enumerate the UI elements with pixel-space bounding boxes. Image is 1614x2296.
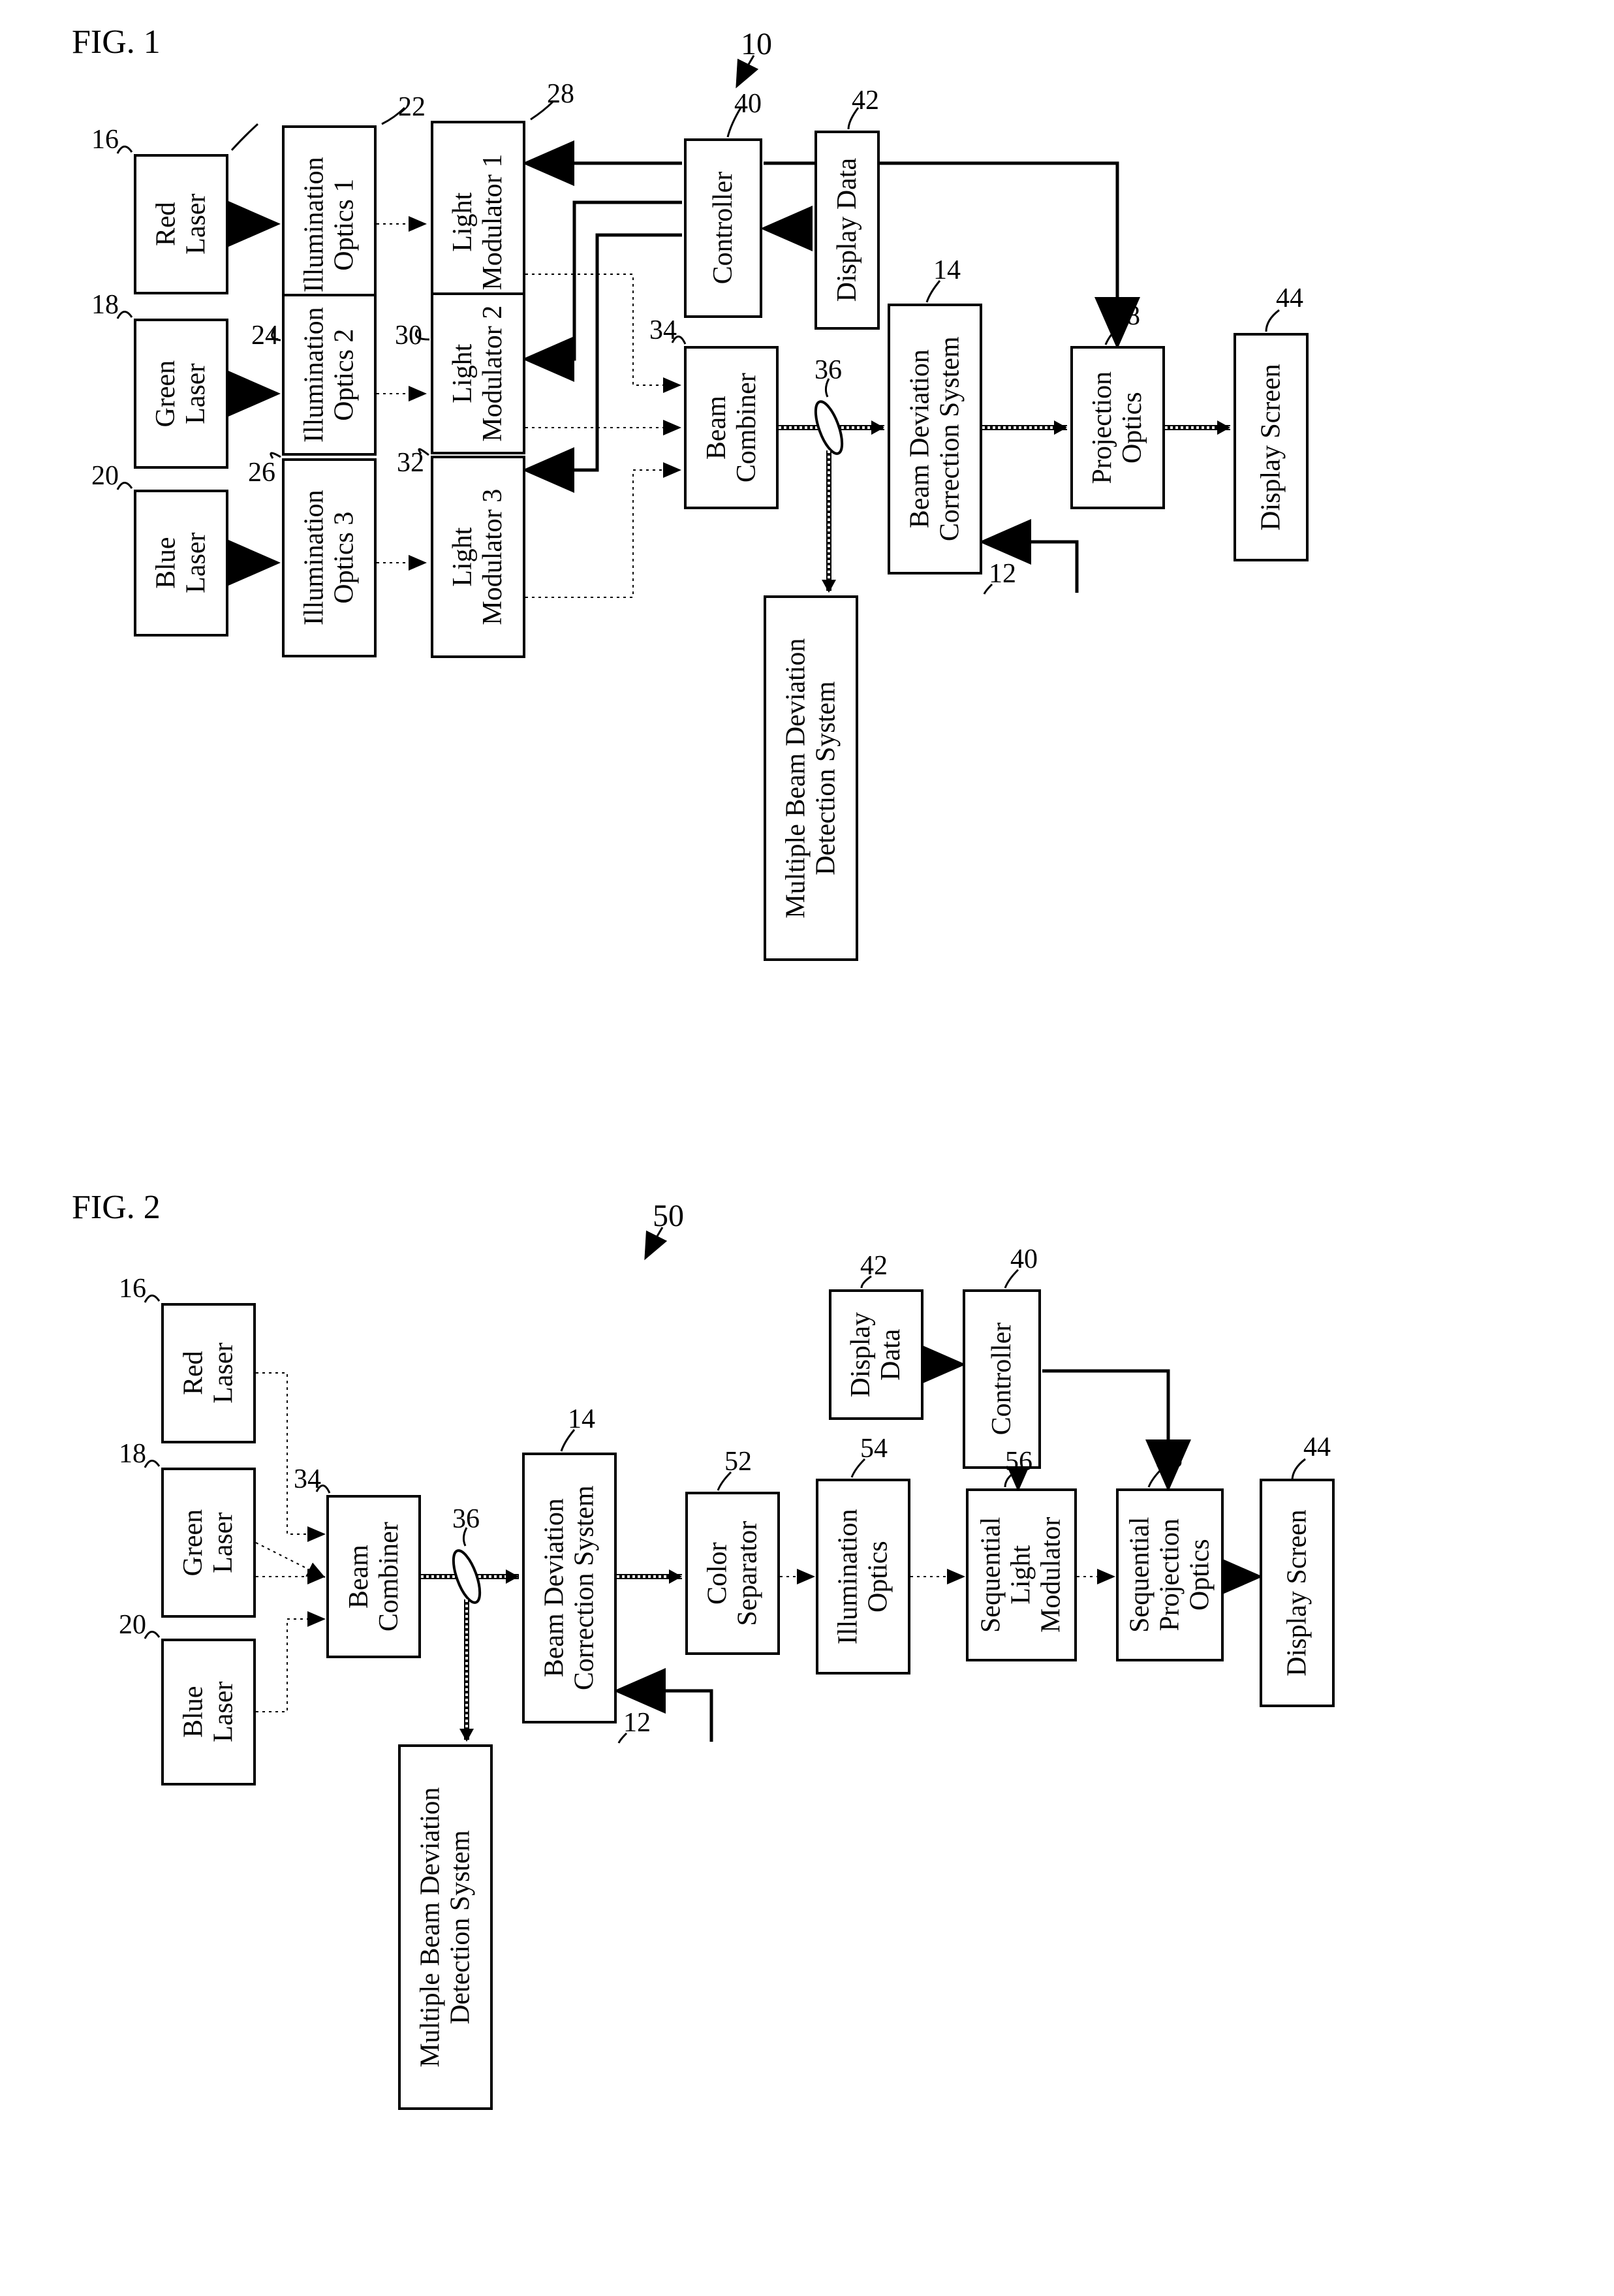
bc-text: BeamCombiner (701, 373, 761, 482)
fig1-sys-ref: 10 (741, 26, 772, 62)
ref-40: 40 (734, 88, 762, 119)
ref-14: 14 (933, 255, 961, 286)
ref-30: 30 (395, 320, 422, 351)
red-laser-box-2: RedLaser (161, 1303, 256, 1443)
mod1-text: LightModulator 1 (448, 154, 508, 291)
ref-16: 16 (91, 124, 119, 155)
ref-58: 58 (1155, 1443, 1183, 1474)
bdc-text-2: Beam DeviationCorrection System (539, 1486, 599, 1691)
ref-12-2: 12 (623, 1707, 651, 1738)
ref-42-2: 42 (860, 1250, 888, 1282)
color-separator-box: ColorSeparator (685, 1492, 780, 1655)
display-data-box-2: DisplayData (829, 1289, 923, 1420)
mbd-text-2: Multiple Beam DeviationDetection System (415, 1787, 475, 2067)
red-laser-text: RedLaser (151, 194, 211, 255)
io-text: IlluminationOptics (833, 1509, 893, 1644)
seq-light-mod-box: SequentialLightModulator (966, 1488, 1077, 1661)
bdc-text: Beam DeviationCorrection System (905, 337, 965, 542)
proj-text: ProjectionOptics (1087, 371, 1147, 484)
seq-proj-optics-box: SequentialProjectionOptics (1116, 1488, 1224, 1661)
dd-text: Display Data (832, 158, 862, 302)
light-mod-3-box: LightModulator 3 (431, 456, 525, 658)
illum-optics-box: IlluminationOptics (816, 1479, 910, 1675)
ref-36: 36 (815, 354, 842, 386)
ref-14-2: 14 (568, 1404, 595, 1435)
illum2-text: IlluminationOptics 2 (299, 307, 359, 443)
beam-combiner-box: BeamCombiner (684, 346, 779, 509)
ref-24: 24 (251, 320, 279, 351)
blue-laser-box-2: BlueLaser (161, 1639, 256, 1785)
display-screen-box: Display Screen (1234, 333, 1309, 561)
illum3-text: IlluminationOptics 3 (299, 490, 359, 626)
ref-52: 52 (724, 1446, 752, 1477)
ref-18: 18 (91, 289, 119, 321)
ref-36-2: 36 (452, 1503, 480, 1535)
blue-laser-box: BlueLaser (134, 490, 228, 637)
fig2-label: FIG. 2 (72, 1188, 161, 1227)
ref-44: 44 (1276, 283, 1303, 314)
ref-40-2: 40 (1010, 1244, 1038, 1275)
beam-combiner-box-2: BeamCombiner (326, 1495, 421, 1658)
ref-32: 32 (397, 447, 424, 479)
green-laser-box: GreenLaser (134, 319, 228, 469)
screen-text: Display Screen (1256, 364, 1286, 530)
green-laser-text: GreenLaser (151, 360, 211, 428)
ref-28: 28 (547, 78, 574, 110)
beam-dev-correction-box: Beam DeviationCorrection System (888, 304, 982, 574)
controller-box-2: Controller (963, 1289, 1041, 1469)
illum-optics-2-box: IlluminationOptics 2 (282, 294, 377, 456)
ref-34: 34 (649, 315, 677, 346)
mod2-text: LightModulator 2 (448, 306, 508, 442)
controller-box: Controller (684, 138, 762, 318)
cs-text: ColorSeparator (702, 1521, 762, 1626)
illum1-text: IlluminationOptics 1 (299, 157, 359, 293)
figure-1: FIG. 1 10 RedLaser GreenLaser BlueLaser … (0, 85, 1614, 738)
display-data-box: Display Data (815, 131, 880, 330)
projection-optics-box: ProjectionOptics (1070, 346, 1165, 509)
green-laser-box-2: GreenLaser (161, 1468, 256, 1618)
ref-56: 56 (1005, 1446, 1032, 1477)
mbd-text: Multiple Beam DeviationDetection System (781, 638, 841, 918)
ref-42: 42 (852, 85, 879, 116)
figure-2: FIG. 2 50 RedLaser GreenLaser BlueLaser … (0, 1234, 1614, 1887)
mod3-text: LightModulator 3 (448, 489, 508, 625)
ref-18-2: 18 (119, 1438, 146, 1470)
ref-20: 20 (91, 460, 119, 492)
blue-laser-text-2: BlueLaser (178, 1682, 238, 1742)
ref-22: 22 (398, 91, 426, 123)
multi-beam-dev-detect-box-2: Multiple Beam DeviationDetection System (398, 1744, 493, 2110)
fig2-sys-ref: 50 (653, 1198, 684, 1234)
sp-text: SequentialProjectionOptics (1125, 1517, 1215, 1633)
beam-dev-correction-box-2: Beam DeviationCorrection System (522, 1453, 617, 1723)
ref-44-2: 44 (1303, 1432, 1331, 1463)
fig1-label: FIG. 1 (72, 23, 161, 61)
light-mod-2-box: LightModulator 2 (431, 292, 525, 454)
blue-laser-text: BlueLaser (151, 533, 211, 593)
ref-34-2: 34 (294, 1464, 321, 1495)
screen-text-2: Display Screen (1282, 1509, 1312, 1676)
red-laser-text-2: RedLaser (178, 1343, 238, 1404)
bc-text-2: BeamCombiner (343, 1522, 403, 1631)
ref-12: 12 (989, 558, 1016, 590)
ref-20-2: 20 (119, 1609, 146, 1641)
dd-text-2: DisplayData (846, 1312, 906, 1398)
multi-beam-dev-detect-box: Multiple Beam DeviationDetection System (764, 595, 858, 961)
green-laser-text-2: GreenLaser (178, 1509, 238, 1577)
controller-text: Controller (708, 172, 738, 285)
ref-38: 38 (1113, 300, 1140, 332)
ctrl-text-2: Controller (987, 1323, 1017, 1436)
ref-16-2: 16 (119, 1273, 146, 1304)
display-screen-box-2: Display Screen (1260, 1479, 1335, 1707)
ref-54: 54 (860, 1433, 888, 1464)
illum-optics-3-box: IlluminationOptics 3 (282, 458, 377, 657)
ref-26: 26 (248, 457, 275, 488)
red-laser-box: RedLaser (134, 154, 228, 294)
sm-text: SequentialLightModulator (976, 1517, 1067, 1633)
